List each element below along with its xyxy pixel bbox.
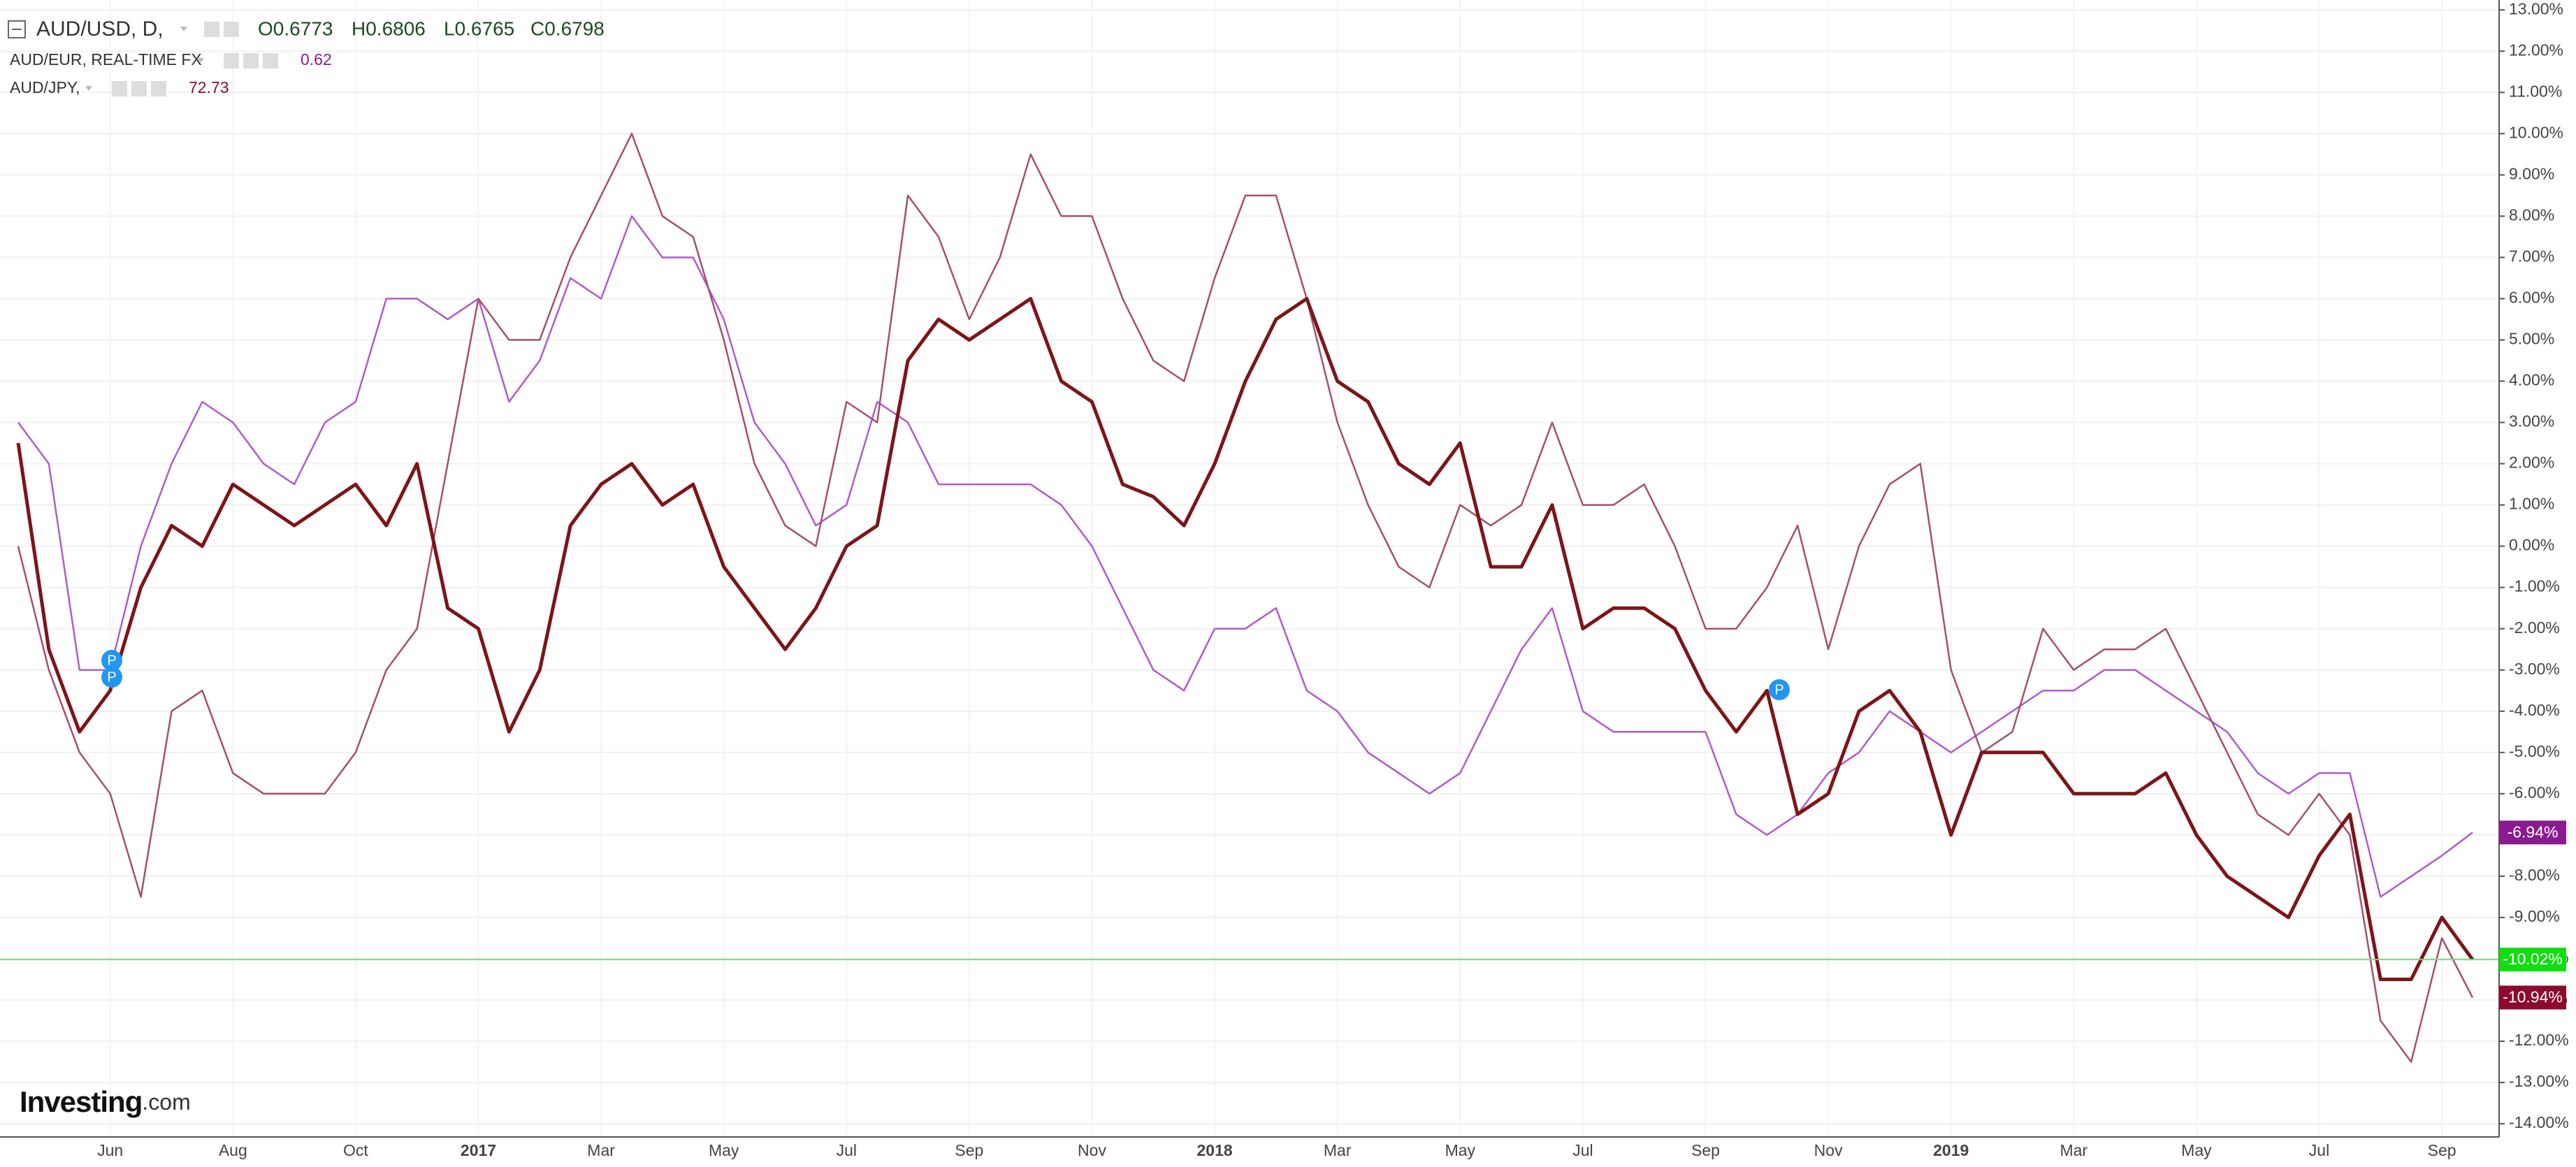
- x-tick-label: May: [2181, 1141, 2212, 1159]
- dropdown-icon[interactable]: [85, 86, 92, 91]
- x-tick-label: Nov: [1814, 1141, 1843, 1159]
- x-tick-label: Oct: [343, 1141, 368, 1159]
- watermark-brand: Investing: [20, 1085, 142, 1118]
- series-line: [16, 296, 2475, 981]
- settings-icon[interactable]: [204, 22, 219, 37]
- watermark: Investing.com: [20, 1085, 191, 1118]
- x-tick-label: Sep: [1691, 1141, 1720, 1159]
- y-tick-label: -5.00%: [2509, 742, 2560, 760]
- y-tick-label: 3.00%: [2509, 412, 2554, 430]
- last-value-box: [2499, 948, 2566, 972]
- x-tick-label: 2017: [461, 1141, 496, 1159]
- y-tick-label: 7.00%: [2509, 247, 2554, 265]
- ohlc-value: O0.6773: [258, 17, 333, 39]
- y-tick-label: -12.00%: [2509, 1031, 2569, 1049]
- y-tick-label: -4.00%: [2509, 701, 2560, 719]
- x-tick-label: Mar: [1324, 1141, 1352, 1159]
- event-marker[interactable]: P: [101, 650, 122, 671]
- settings-icon[interactable]: [131, 81, 147, 96]
- symbol-label: AUD/USD, D,: [36, 17, 164, 41]
- x-tick-label: Aug: [219, 1141, 247, 1159]
- y-tick-label: 13.00%: [2509, 0, 2563, 17]
- watermark-suffix: .com: [142, 1089, 190, 1115]
- ohlc-value: L0.6765: [444, 17, 514, 39]
- y-tick-label: -1.00%: [2509, 577, 2560, 595]
- legend-value: 0.62: [301, 50, 332, 68]
- event-marker-dot[interactable]: [101, 667, 122, 688]
- y-tick-label: 0.00%: [2509, 536, 2554, 554]
- event-marker-label: P: [107, 669, 116, 685]
- last-value-label: -10.94%: [2503, 988, 2563, 1006]
- y-tick-label: 10.00%: [2509, 123, 2563, 141]
- y-tick-label: 9.00%: [2509, 164, 2554, 182]
- x-tick-label: May: [709, 1141, 739, 1159]
- event-marker-label: P: [1774, 682, 1783, 697]
- x-tick-label: Sep: [2428, 1141, 2456, 1159]
- x-tick-label: May: [1445, 1141, 1476, 1159]
- y-tick-label: -2.00%: [2509, 618, 2560, 637]
- series-line: [17, 133, 2474, 1063]
- legend-name: AUD/JPY,: [10, 78, 80, 96]
- x-tick-label: Mar: [2060, 1141, 2087, 1159]
- y-tick-label: 6.00%: [2509, 288, 2554, 306]
- event-marker-dot[interactable]: [1769, 679, 1790, 700]
- y-tick-label: 5.00%: [2509, 330, 2554, 348]
- x-tick-label: Jul: [1572, 1141, 1593, 1159]
- y-tick-label: -9.00%: [2509, 907, 2560, 925]
- x-tick-label: Jul: [837, 1141, 857, 1159]
- legend-value: 72.73: [189, 78, 229, 96]
- x-tick-label: Jul: [2309, 1141, 2329, 1159]
- event-marker-dot[interactable]: [101, 650, 122, 671]
- last-value-label: -10.02%: [2503, 950, 2563, 968]
- event-marker[interactable]: P: [1769, 679, 1790, 700]
- dropdown-icon[interactable]: [197, 58, 204, 63]
- y-tick-label: 8.00%: [2509, 205, 2554, 224]
- y-tick-label: -6.00%: [2509, 783, 2560, 802]
- x-tick-label: Sep: [955, 1141, 983, 1159]
- last-value-box: [2499, 820, 2566, 845]
- y-tick-label: -8.00%: [2509, 866, 2560, 884]
- y-tick-label: -14.00%: [2509, 1113, 2569, 1131]
- y-tick-label: 2.00%: [2509, 454, 2554, 472]
- y-tick-label: -13.00%: [2509, 1072, 2569, 1090]
- x-tick-label: Nov: [1078, 1141, 1106, 1159]
- last-value-label: -6.94%: [2508, 822, 2559, 841]
- y-tick-label: 1.00%: [2509, 495, 2554, 513]
- settings-icon[interactable]: [224, 53, 239, 68]
- legend-name: AUD/EUR, REAL-TIME FX: [10, 50, 202, 68]
- last-value-box: [2499, 985, 2566, 1010]
- settings-icon[interactable]: [243, 53, 259, 68]
- close-icon[interactable]: [263, 53, 278, 68]
- event-marker[interactable]: P: [101, 667, 122, 688]
- y-tick-label: -3.00%: [2509, 660, 2560, 678]
- x-tick-label: 2019: [1933, 1141, 1969, 1159]
- settings-icon[interactable]: [224, 22, 239, 37]
- dropdown-icon[interactable]: [180, 27, 187, 31]
- settings-icon[interactable]: [112, 81, 127, 96]
- x-tick-label: 2018: [1197, 1141, 1233, 1159]
- series-line: [17, 215, 2473, 898]
- x-tick-label: Mar: [587, 1141, 615, 1159]
- x-tick-label: Jun: [97, 1141, 123, 1159]
- collapse-icon[interactable]: [8, 20, 26, 38]
- y-tick-label: 4.00%: [2509, 371, 2554, 389]
- y-tick-label: 12.00%: [2509, 41, 2563, 59]
- ohlc-value: C0.6798: [530, 17, 605, 39]
- ohlc-value: H0.6806: [352, 17, 426, 39]
- y-tick-label: 11.00%: [2509, 82, 2562, 100]
- event-marker-label: P: [107, 653, 116, 668]
- close-icon[interactable]: [151, 81, 166, 96]
